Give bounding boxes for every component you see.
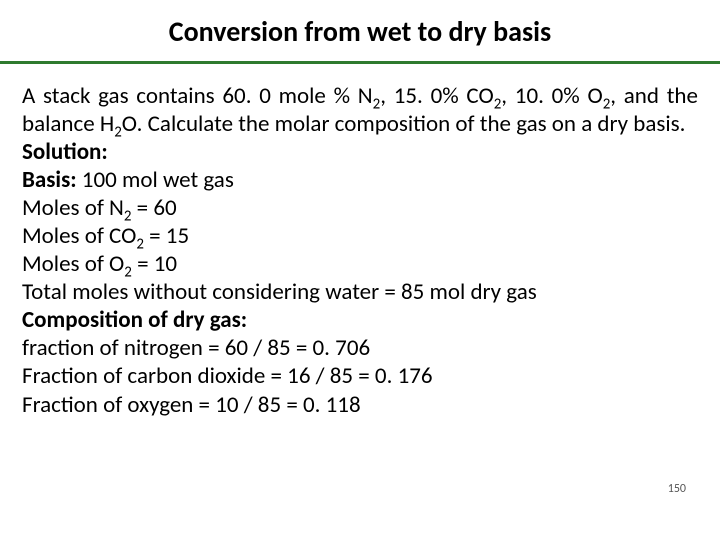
- moles-n2-line: Moles of N2 = 60: [22, 194, 698, 222]
- sub-h2o: 2: [114, 124, 122, 142]
- basis-value: 100 mol wet gas: [77, 166, 234, 194]
- moles-o2-line: Moles of O2 = 10: [22, 250, 698, 278]
- basis-line: Basis: 100 mol wet gas: [22, 166, 698, 194]
- solution-label: Solution:: [22, 138, 698, 166]
- title-area: Conversion from wet to dry basis: [0, 0, 720, 59]
- total-line: Total moles without considering water = …: [22, 278, 698, 306]
- basis-label: Basis:: [22, 166, 77, 194]
- mid1: ,: [380, 82, 393, 110]
- mid2: ,: [501, 82, 514, 110]
- moles-o2-label: Moles of O: [22, 250, 124, 278]
- moles-co2-line: Moles of CO2 = 15: [22, 222, 698, 250]
- comp-bold: Composition of dry gas:: [22, 306, 247, 334]
- moles-n2-label: Moles of N: [22, 194, 124, 222]
- composition-label: Composition of dry gas:: [22, 306, 698, 334]
- fraction-n2: fraction of nitrogen = 60 / 85 = 0. 706: [22, 334, 698, 362]
- page-number: 150: [668, 482, 686, 496]
- moles-co2-val: = 15: [144, 222, 189, 250]
- moles-co2-label: Moles of CO: [22, 222, 136, 250]
- fraction-co2: Fraction of carbon dioxide = 16 / 85 = 0…: [22, 362, 698, 390]
- problem-statement: A stack gas contains 60. 0 mole % N2, 15…: [22, 82, 698, 138]
- pct-co2: 15. 0% CO: [394, 82, 494, 110]
- body-text: A stack gas contains 60. 0 mole % N 2, 15…: [0, 64, 720, 419]
- slide-title: Conversion from wet to dry basis: [0, 14, 720, 49]
- problem-tail: O. Calculate the molar composition of th…: [122, 110, 686, 138]
- moles-o2-val: = 10: [132, 250, 177, 278]
- pct-n2: 60. 0 mole % N: [222, 82, 372, 110]
- slide: Conversion from wet to dry basis A stack…: [0, 0, 720, 540]
- pct-o2: 10. 0% O: [515, 82, 603, 110]
- solution-bold: Solution:: [22, 138, 108, 166]
- problem-prefix: A stack gas contains: [22, 82, 222, 110]
- fraction-o2: Fraction of oxygen = 10 / 85 = 0. 118: [22, 391, 698, 419]
- moles-n2-val: = 60: [131, 194, 176, 222]
